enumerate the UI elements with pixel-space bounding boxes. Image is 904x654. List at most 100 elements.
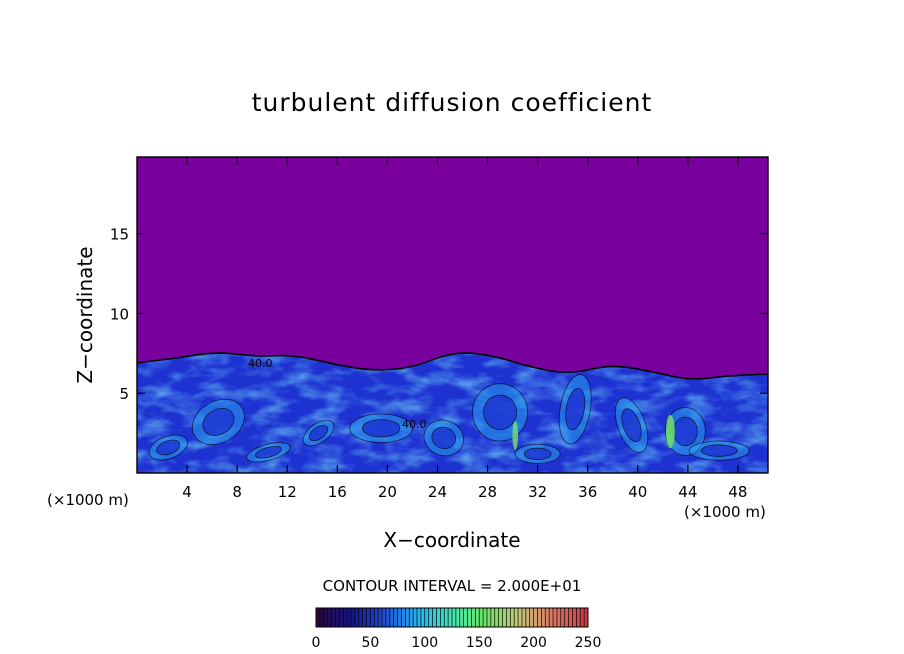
- colorbar-cell: [327, 608, 332, 627]
- colorbar-cell: [455, 608, 460, 627]
- colorbar-cell: [362, 608, 367, 627]
- x-unit-left: (×1000 m): [47, 491, 129, 509]
- colorbar-tick-label: 100: [411, 635, 438, 651]
- colorbar-cell: [413, 608, 418, 627]
- y-tick-label: 15: [110, 226, 129, 244]
- colorbar-cell: [572, 608, 577, 627]
- y-tick-label: 10: [110, 305, 129, 323]
- eddy: [688, 440, 750, 461]
- contour-interval-text: CONTOUR INTERVAL = 2.000E+01: [323, 577, 582, 595]
- colorbar-cell: [545, 608, 550, 627]
- colorbar-cell: [584, 608, 588, 627]
- contour-label: 40.0: [248, 357, 273, 370]
- colorbar-cell: [479, 608, 484, 627]
- layer-top-contour: [137, 352, 768, 380]
- eddy: [472, 383, 529, 450]
- colorbar-cell: [486, 608, 491, 627]
- colorbar-cell: [556, 608, 561, 627]
- eddy: [148, 434, 188, 461]
- eddy: [349, 413, 413, 444]
- x-axis: 4 8 12 16 20 24 28 32 36 40 44 48: [182, 157, 747, 501]
- plot-frame: [136, 156, 769, 474]
- colorbar-cell: [382, 608, 386, 627]
- colorbar-cell: [510, 608, 515, 627]
- colorbar-cell: [343, 608, 348, 627]
- x-unit-right: (×1000 m): [684, 503, 766, 521]
- colorbar-cell: [339, 608, 344, 627]
- colorbar-cell: [358, 608, 363, 627]
- colorbar-cell: [471, 608, 476, 627]
- y-axis: 5 10 15: [110, 226, 768, 403]
- colorbar-cell: [397, 608, 402, 627]
- colorbar-cell: [350, 608, 355, 627]
- colorbar-cell: [541, 608, 546, 627]
- colorbar-cell: [424, 608, 429, 627]
- colorbar-cell: [498, 608, 503, 627]
- eddy: [558, 374, 592, 445]
- colorbar-cell: [374, 608, 379, 627]
- colorbar-cell: [440, 608, 445, 627]
- colorbar-cell: [475, 608, 480, 627]
- colorbar-cell: [537, 608, 542, 627]
- colorbar-cell: [323, 608, 328, 627]
- colorbar-cell: [580, 608, 585, 627]
- plot-area: 40.0 40.0: [136, 156, 769, 474]
- colorbar-tick-label: 250: [575, 635, 602, 651]
- colorbar-cell: [444, 608, 449, 627]
- colorbar-cell: [366, 608, 371, 627]
- colorbar-cell: [428, 608, 433, 627]
- colorbar-cell: [385, 608, 390, 627]
- eddy: [191, 398, 245, 446]
- colorbar-cell: [502, 608, 507, 627]
- colorbar-cell: [521, 608, 526, 627]
- colorbar-cell: [553, 608, 557, 627]
- colorbar-cell: [549, 608, 554, 627]
- colorbar-cell: [560, 608, 565, 627]
- colorbar-cell: [459, 608, 464, 627]
- x-tick-label: 8: [232, 483, 242, 501]
- colorbar-cell: [483, 608, 487, 627]
- colorbar-tick-label: 0: [312, 635, 321, 651]
- eddy: [246, 442, 291, 463]
- colorbar-cell: [529, 608, 534, 627]
- colorbar-cell: [420, 608, 425, 627]
- chart-title: turbulent diffusion coefficient: [252, 88, 653, 117]
- x-tick-label: 20: [378, 483, 397, 501]
- x-tick-label: 48: [728, 483, 747, 501]
- colorbar-cell: [335, 608, 340, 627]
- colorbar: 0 50 100 150 200 250: [312, 607, 602, 651]
- colorbar-cell: [354, 608, 359, 627]
- colorbar-cell: [490, 608, 495, 627]
- eddy-structures: [148, 374, 750, 464]
- colorbar-cell: [393, 608, 398, 627]
- colorbar-cell: [405, 608, 410, 627]
- colorbar-cell: [448, 608, 452, 627]
- colorbar-cell: [568, 608, 573, 627]
- x-tick-label: 28: [478, 483, 497, 501]
- colorbar-cell: [506, 608, 511, 627]
- colorbar-cell: [417, 608, 421, 627]
- colorbar-tick-label: 200: [520, 635, 547, 651]
- eddy: [423, 419, 464, 457]
- colorbar-cell: [347, 608, 351, 627]
- colorbar-cell: [316, 608, 320, 627]
- colorbar-cell: [436, 608, 441, 627]
- colorbar-cell: [494, 608, 499, 627]
- colorbar-cell: [525, 608, 530, 627]
- colorbar-cell: [319, 608, 324, 627]
- colorbar-tick-label: 50: [361, 635, 379, 651]
- eddy: [664, 407, 706, 456]
- colorbar-cell: [514, 608, 519, 627]
- eddy: [514, 443, 561, 464]
- colorbar-cell: [331, 608, 336, 627]
- x-tick-label: 44: [678, 483, 697, 501]
- x-tick-label: 40: [628, 483, 647, 501]
- colorbar-cell: [370, 608, 375, 627]
- y-axis-label: Z−coordinate: [73, 246, 97, 383]
- x-tick-label: 36: [578, 483, 597, 501]
- colorbar-cell: [518, 608, 522, 627]
- colorbar-cell: [463, 608, 468, 627]
- colorbar-cell: [401, 608, 406, 627]
- x-tick-label: 16: [328, 483, 347, 501]
